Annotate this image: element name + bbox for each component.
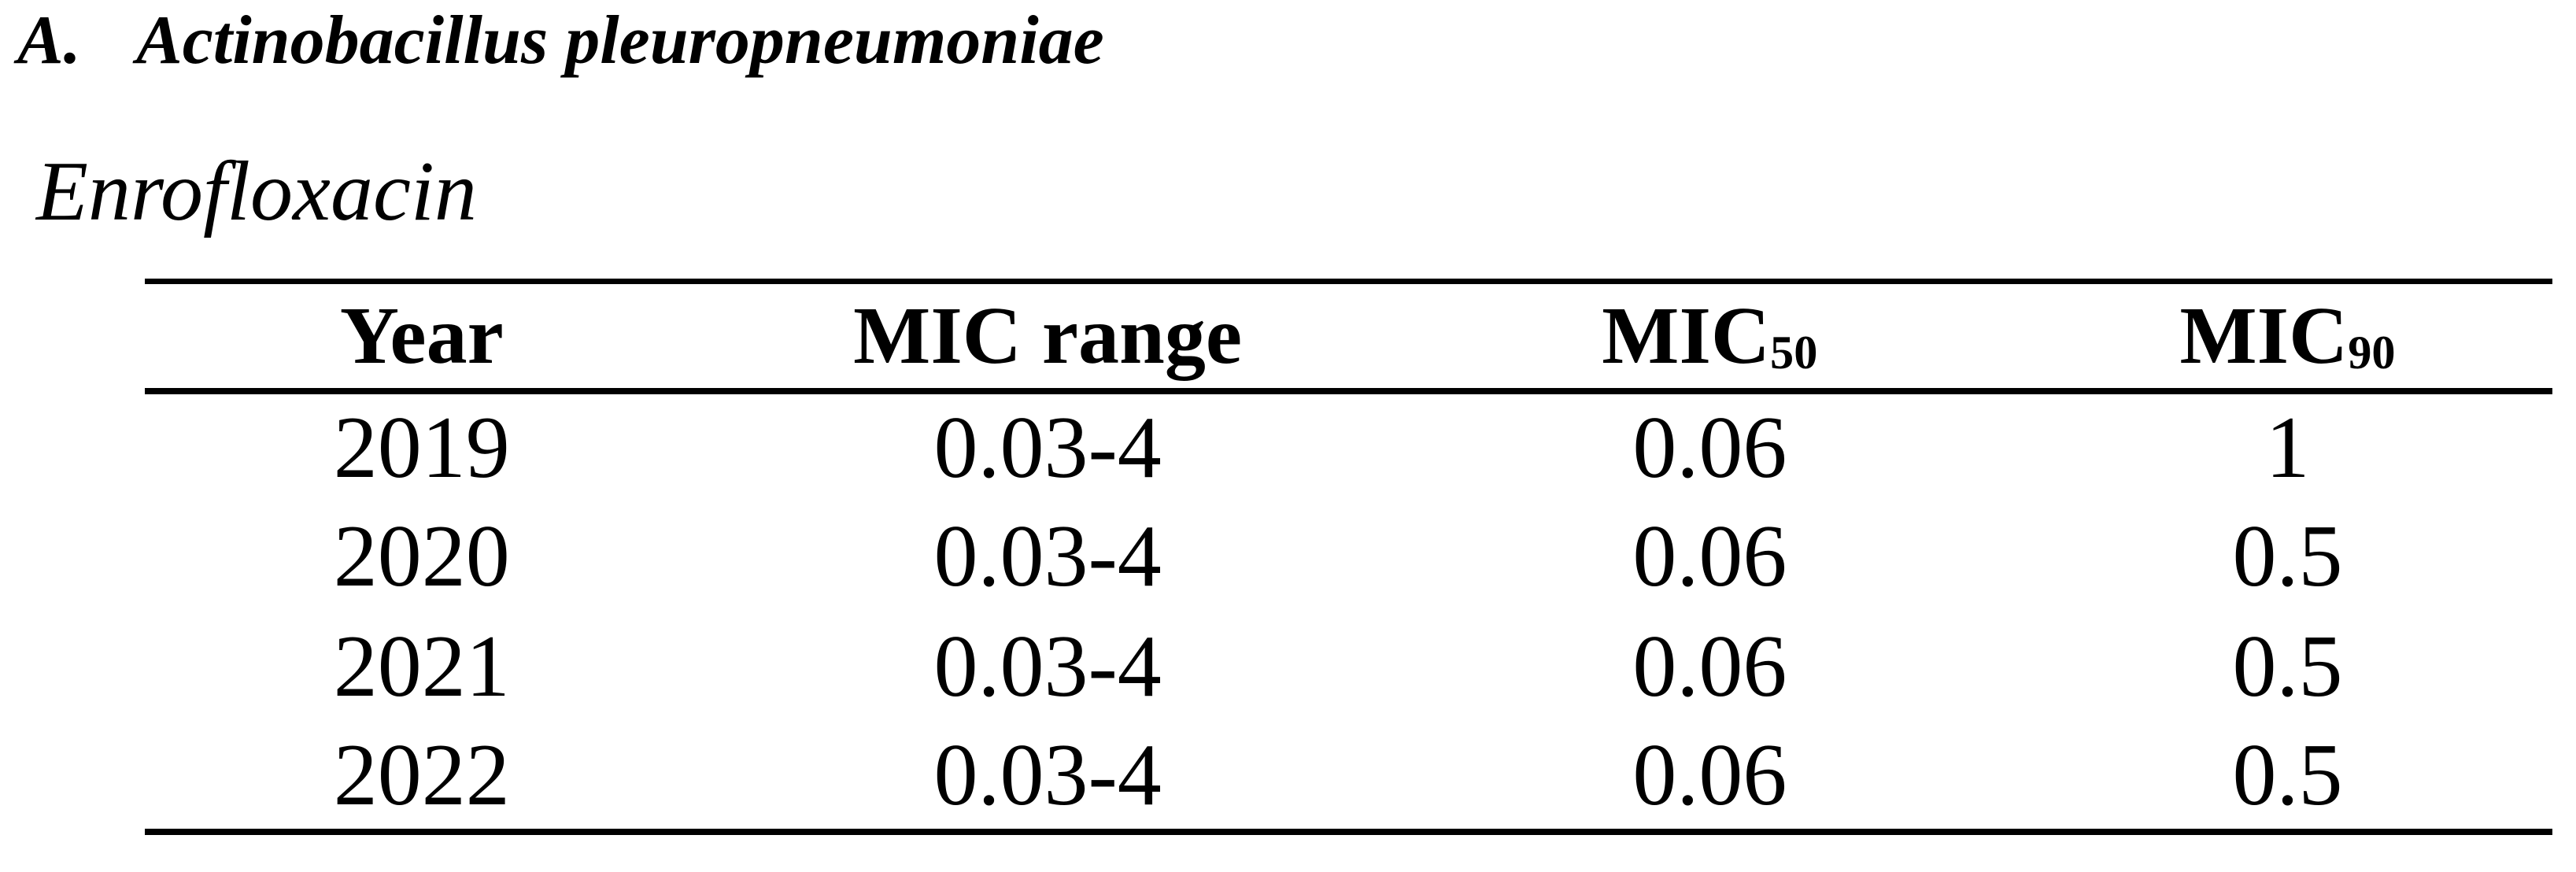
table-row: 2020 0.03-4 0.06 0.5 <box>145 501 2552 612</box>
cell-mic50: 0.06 <box>1632 398 1787 497</box>
cell-mic50: 0.06 <box>1632 507 1787 605</box>
column-header-mic50-label: MIC <box>1602 290 1771 381</box>
cell-year: 2020 <box>333 507 510 605</box>
cell-year: 2019 <box>333 398 510 497</box>
table-row: 2022 0.03-4 0.06 0.5 <box>145 722 2552 832</box>
mic-table-container: Year MIC range MIC50 MIC90 2019 0.03-4 0… <box>145 279 2552 835</box>
column-header-mic50: MIC50 <box>1396 281 2023 394</box>
section-heading: A. Actinobacillus pleuropneumoniae <box>17 6 1104 76</box>
cell-mic-range: 0.03-4 <box>933 398 1162 497</box>
column-header-mic90: MIC90 <box>2023 281 2552 394</box>
column-header-mic50-sub: 50 <box>1770 326 1818 379</box>
column-header-mic90-label: MIC <box>2179 290 2349 381</box>
cell-mic50: 0.06 <box>1632 617 1787 715</box>
mic-table: Year MIC range MIC50 MIC90 2019 0.03-4 0… <box>145 279 2552 835</box>
column-header-mic-range-label: MIC range <box>853 290 1243 381</box>
cell-year: 2021 <box>333 617 510 715</box>
column-header-mic90-sub: 90 <box>2348 326 2396 379</box>
column-header-year: Year <box>145 281 699 394</box>
column-header-mic-range: MIC range <box>698 281 1397 394</box>
table-row: 2019 0.03-4 0.06 1 <box>145 391 2552 501</box>
cell-mic90: 1 <box>2265 398 2310 497</box>
section-title-species: Actinobacillus pleuropneumoniae <box>136 2 1104 79</box>
cell-mic50: 0.06 <box>1632 726 1787 824</box>
section-label: A. <box>17 2 81 79</box>
column-header-year-label: Year <box>339 290 504 381</box>
cell-mic-range: 0.03-4 <box>933 617 1162 715</box>
cell-mic90: 0.5 <box>2232 507 2343 605</box>
table-row: 2021 0.03-4 0.06 0.5 <box>145 612 2552 722</box>
cell-mic-range: 0.03-4 <box>933 507 1162 605</box>
cell-mic-range: 0.03-4 <box>933 726 1162 824</box>
table-header-row: Year MIC range MIC50 MIC90 <box>145 281 2552 394</box>
cell-mic90: 0.5 <box>2232 617 2343 715</box>
cell-mic90: 0.5 <box>2232 726 2343 824</box>
cell-year: 2022 <box>333 726 510 824</box>
drug-heading: Enrofloxacin <box>36 145 477 238</box>
